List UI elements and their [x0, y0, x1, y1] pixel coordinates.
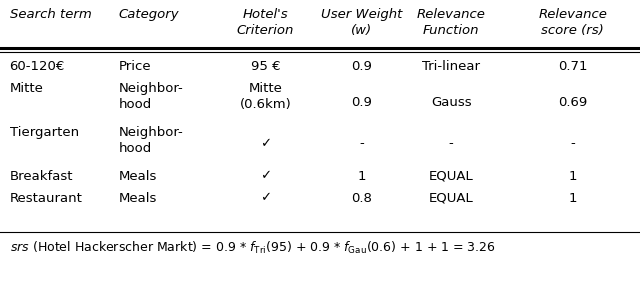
Text: Meals: Meals: [118, 170, 157, 183]
Text: Neighbor-
hood: Neighbor- hood: [118, 82, 183, 111]
Text: -: -: [359, 137, 364, 151]
Text: Restaurant: Restaurant: [10, 192, 83, 204]
Text: 1: 1: [357, 170, 366, 183]
Text: Mitte
(0.6km): Mitte (0.6km): [240, 82, 291, 111]
Text: 1: 1: [568, 192, 577, 204]
Text: Neighbor-
hood: Neighbor- hood: [118, 126, 183, 155]
Text: User Weight
(w): User Weight (w): [321, 8, 403, 37]
Text: 0.69: 0.69: [558, 96, 588, 109]
Text: 0.8: 0.8: [351, 192, 372, 204]
Text: Price: Price: [118, 60, 151, 73]
Text: 0.9: 0.9: [351, 60, 372, 73]
Text: Gauss: Gauss: [431, 96, 472, 109]
Text: Search term: Search term: [10, 8, 92, 21]
Text: -: -: [449, 137, 454, 151]
Text: EQUAL: EQUAL: [429, 170, 474, 183]
Text: Tri-linear: Tri-linear: [422, 60, 480, 73]
Text: EQUAL: EQUAL: [429, 192, 474, 204]
Text: 0.9: 0.9: [351, 96, 372, 109]
Text: Relevance
Function: Relevance Function: [417, 8, 486, 37]
Text: 60-120€: 60-120€: [10, 60, 65, 73]
Text: $\it{srs}$ (Hotel Hackerscher Markt) = 0.9 * $f_{\mathregular{Tri}}$(95) + 0.9 *: $\it{srs}$ (Hotel Hackerscher Markt) = 0…: [10, 240, 495, 256]
Text: ✓: ✓: [260, 170, 271, 183]
Text: Relevance
score (rs): Relevance score (rs): [538, 8, 607, 37]
Text: Tiergarten: Tiergarten: [10, 126, 79, 139]
Text: Mitte: Mitte: [10, 82, 44, 95]
Text: Category: Category: [118, 8, 179, 21]
Text: -: -: [570, 137, 575, 151]
Text: Breakfast: Breakfast: [10, 170, 73, 183]
Text: ✓: ✓: [260, 137, 271, 151]
Text: 95 €: 95 €: [251, 60, 280, 73]
Text: Meals: Meals: [118, 192, 157, 204]
Text: ✓: ✓: [260, 192, 271, 204]
Text: Hotel's
Criterion: Hotel's Criterion: [237, 8, 294, 37]
Text: 0.71: 0.71: [558, 60, 588, 73]
Text: 1: 1: [568, 170, 577, 183]
